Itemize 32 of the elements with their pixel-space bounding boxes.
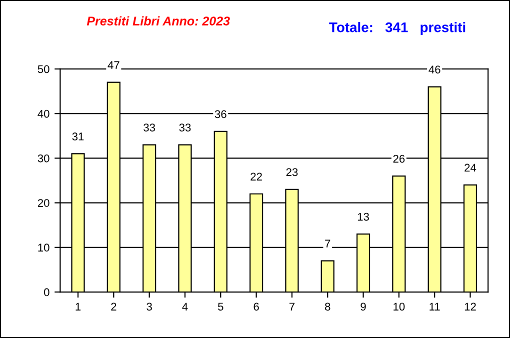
- chart-title: Prestiti Libri Anno: 2023: [86, 16, 230, 26]
- data-label: 7: [325, 240, 330, 248]
- data-label: 24: [464, 164, 476, 172]
- x-tick-label: 8: [325, 302, 330, 311]
- y-tick-label: 10: [38, 244, 50, 252]
- text: Totale: 341 prestiti: [329, 22, 466, 35]
- y-tick-label: 50: [38, 65, 50, 74]
- x-tick-label: 2: [111, 302, 116, 310]
- data-label: 23: [286, 168, 298, 176]
- data-label: 47: [108, 61, 120, 69]
- data-label: 13: [358, 212, 369, 221]
- y-tick-label: 40: [38, 110, 50, 118]
- x-tick-label: 5: [218, 302, 224, 311]
- x-tick-label: 12: [464, 302, 476, 310]
- data-label: 26: [393, 154, 405, 163]
- data-label: 36: [214, 110, 226, 118]
- y-tick-label: 0: [44, 288, 50, 296]
- data-label: 22: [250, 172, 262, 180]
- data-label: 46: [428, 66, 440, 74]
- x-tick-label: 1: [76, 302, 81, 310]
- x-tick-label: 10: [394, 302, 405, 311]
- data-label: 31: [72, 132, 84, 140]
- x-tick-label: 11: [430, 302, 440, 310]
- data-label: 33: [179, 124, 191, 132]
- x-tick-label: 9: [360, 302, 366, 311]
- x-tick-label: 4: [182, 302, 188, 310]
- y-tick-label: 30: [38, 154, 50, 162]
- y-tick-label: 20: [38, 199, 50, 207]
- x-tick-label: 7: [289, 302, 294, 310]
- data-label: 33: [144, 124, 156, 132]
- x-tick-label: 6: [254, 302, 259, 311]
- x-tick-label: 3: [146, 302, 152, 311]
